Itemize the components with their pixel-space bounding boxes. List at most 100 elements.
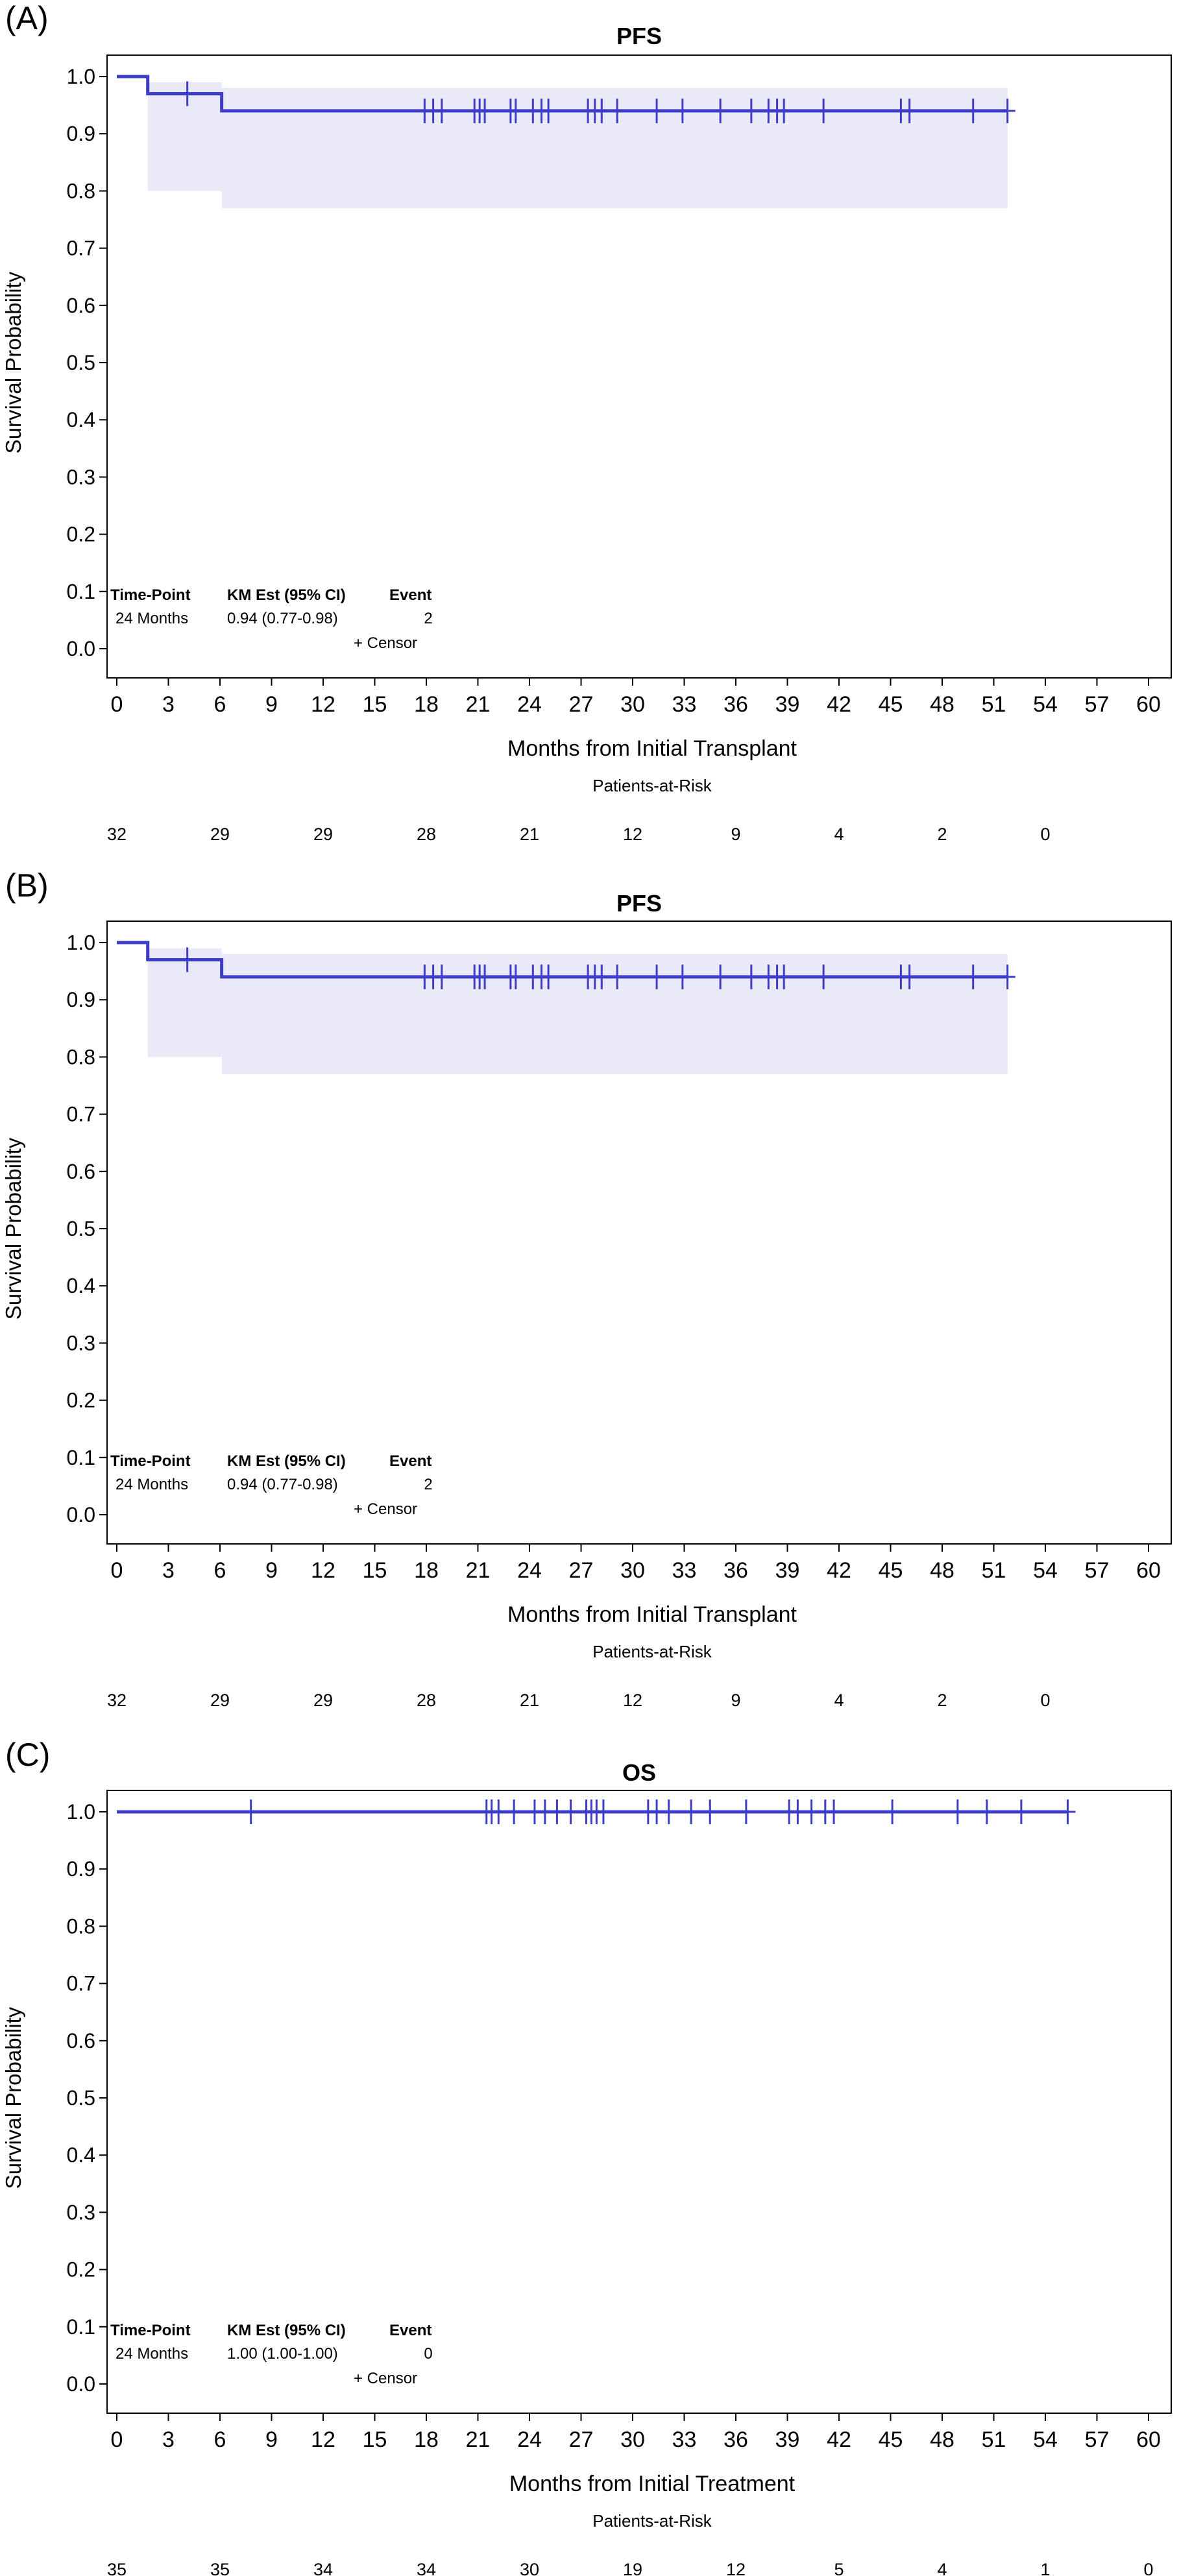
at-risk-count: 32	[107, 825, 127, 844]
y-tick-label: 1.0	[67, 1800, 95, 1824]
panel-label: (A)	[5, 0, 49, 36]
y-tick-label: 0.9	[67, 122, 95, 145]
x-tick-label: 0	[111, 1558, 123, 1583]
x-tick-label: 15	[363, 692, 387, 717]
inset-header: Time-Point	[110, 586, 191, 604]
at-risk-count: 9	[731, 825, 740, 844]
inset-header: Time-Point	[110, 1452, 191, 1470]
km-panel-c: (C) OS 0.0 0.1 0.2 0.3 0.4 0.5 0.6 0.7 0.8 0.9 1.0 Su…	[1, 1737, 1172, 2576]
x-tick-label: 3	[162, 1558, 175, 1583]
inset-value: 24 Months	[115, 1476, 188, 1493]
at-risk-count: 35	[210, 2560, 230, 2576]
x-tick-label: 48	[930, 1558, 954, 1583]
y-tick-label: 0.1	[67, 580, 95, 603]
inset-header: Event	[389, 586, 431, 604]
x-tick-label: 18	[414, 2427, 439, 2452]
at-risk-count: 4	[834, 1691, 844, 1710]
x-tick-label: 30	[620, 1558, 645, 1583]
ci-band	[147, 82, 222, 191]
chart-title: OS	[622, 1759, 656, 1786]
inset-header: KM Est (95% CI)	[227, 586, 346, 604]
y-tick-label: 0.7	[67, 1103, 95, 1126]
y-tick-label: 0.7	[67, 237, 95, 260]
km-panel-a: (A) PFS 0.0 0.1 0.2 0.3 0.4 0.5 0.6 0.7 0.8 0.9 1.0 S…	[1, 0, 1172, 844]
x-tick-label: 42	[827, 692, 851, 717]
chart-title: PFS	[616, 23, 662, 49]
plot-frame	[106, 1790, 1172, 2414]
x-tick-label: 54	[1033, 1558, 1058, 1583]
y-axis-label: Survival Probability	[1, 2006, 25, 2189]
y-tick-label: 0.4	[67, 408, 95, 431]
inset-value: 24 Months	[115, 2345, 188, 2363]
x-tick-label: 54	[1033, 2427, 1058, 2452]
at-risk-count: 35	[107, 2560, 127, 2576]
x-tick-label: 0	[111, 2427, 123, 2452]
y-tick-label: 0.0	[67, 1503, 95, 1526]
inset-header: KM Est (95% CI)	[227, 1452, 346, 1470]
at-risk-count: 28	[417, 825, 436, 844]
censor-legend: + Censor	[354, 1500, 417, 1518]
inset-header: Time-Point	[110, 2322, 191, 2339]
x-tick-label: 21	[466, 2427, 491, 2452]
x-tick-label: 24	[517, 1558, 542, 1583]
x-tick-label: 21	[466, 1558, 491, 1583]
x-tick-label: 15	[363, 1558, 387, 1583]
x-tick-label: 36	[723, 692, 748, 717]
inset-value: 2	[424, 1476, 432, 1493]
at-risk-count: 29	[313, 1691, 333, 1710]
x-tick-label: 30	[620, 2427, 645, 2452]
y-tick-label: 0.2	[67, 523, 95, 546]
y-tick-label: 0.5	[67, 2086, 95, 2110]
inset-value: 1.00 (1.00-1.00)	[227, 2345, 338, 2363]
y-tick-label: 0.9	[67, 1857, 95, 1881]
inset-value: 0.94 (0.77-0.98)	[227, 610, 338, 627]
x-tick-label: 18	[414, 692, 439, 717]
y-tick-label: 0.6	[67, 1160, 95, 1183]
at-risk-count: 30	[520, 2560, 539, 2576]
x-tick-label: 39	[775, 2427, 800, 2452]
y-tick-label: 0.3	[67, 1331, 95, 1354]
at-risk-count: 19	[623, 2560, 642, 2576]
y-tick-label: 0.8	[67, 179, 95, 202]
at-risk-count: 1	[1040, 2560, 1050, 2576]
y-tick-label: 0.7	[67, 1972, 95, 1995]
plot-frame	[106, 54, 1172, 679]
at-risk-count: 4	[937, 2560, 947, 2576]
at-risk-count: 9	[731, 1691, 740, 1710]
y-tick-label: 0.8	[67, 1914, 95, 1938]
at-risk-count: 29	[313, 825, 333, 844]
at-risk-count: 12	[623, 1691, 642, 1710]
y-tick-label: 0.0	[67, 2372, 95, 2396]
at-risk-count: 12	[623, 825, 642, 844]
inset-header: Event	[389, 1452, 431, 1470]
x-tick-label: 33	[672, 2427, 697, 2452]
at-risk-count: 32	[107, 1691, 127, 1710]
censor-legend: + Censor	[354, 2370, 417, 2387]
y-tick-label: 1.0	[67, 65, 95, 88]
x-tick-label: 3	[162, 692, 175, 717]
x-tick-label: 24	[517, 2427, 542, 2452]
survival-curve	[117, 75, 1008, 113]
x-tick-label: 57	[1085, 1558, 1110, 1583]
at-risk-count: 2	[937, 1691, 947, 1710]
y-tick-label: 0.2	[67, 1389, 95, 1412]
x-tick-label: 27	[569, 1558, 594, 1583]
x-tick-label: 54	[1033, 692, 1058, 717]
at-risk-count: 29	[210, 1691, 230, 1710]
censor-legend: + Censor	[354, 634, 417, 652]
at-risk-count: 2	[937, 825, 947, 844]
at-risk-count: 0	[1143, 2560, 1153, 2576]
x-axis-label: Months from Initial Transplant	[507, 1602, 797, 1627]
chart-title: PFS	[616, 890, 662, 917]
x-tick-label: 27	[569, 2427, 594, 2452]
x-tick-label: 30	[620, 692, 645, 717]
at-risk-count: 0	[1040, 1691, 1050, 1710]
at-risk-count: 34	[313, 2560, 333, 2576]
ci-band	[221, 88, 1008, 208]
x-tick-label: 45	[879, 1558, 903, 1583]
x-tick-label: 12	[311, 1558, 335, 1583]
at-risk-count: 12	[726, 2560, 746, 2576]
y-tick-label: 0.2	[67, 2258, 95, 2281]
x-tick-label: 45	[879, 692, 903, 717]
